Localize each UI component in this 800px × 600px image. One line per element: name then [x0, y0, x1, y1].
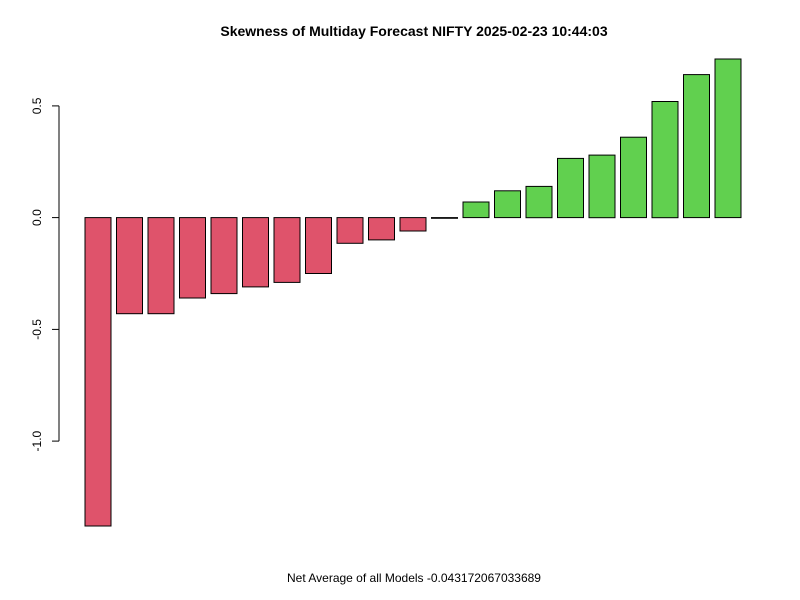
- y-tick-label: 0.5: [30, 97, 44, 114]
- bar: [399, 217, 427, 232]
- bar: [588, 154, 616, 219]
- bar: [242, 217, 269, 288]
- bar: [557, 157, 584, 219]
- x-axis-label: Net Average of all Models -0.04317206703…: [287, 571, 541, 585]
- bar: [273, 217, 301, 283]
- bar: [116, 217, 143, 315]
- bar: [651, 101, 679, 219]
- y-tick-label: -1.0: [30, 430, 44, 451]
- bar: [368, 217, 395, 241]
- bar: [179, 217, 206, 299]
- y-axis: -1.0 -0.5 0.0 0.5: [30, 97, 60, 451]
- bar: [336, 217, 364, 244]
- bar: [147, 217, 175, 315]
- bar: [431, 217, 458, 219]
- bar: [714, 58, 742, 219]
- bar: [620, 136, 647, 219]
- bar: [494, 190, 521, 219]
- bar: [84, 217, 112, 527]
- y-tick-label: 0.0: [30, 209, 44, 226]
- bar: [683, 74, 710, 219]
- bars-group: [84, 58, 742, 527]
- bar: [525, 185, 553, 219]
- bar: [462, 201, 490, 219]
- chart-title: Skewness of Multiday Forecast NIFTY 2025…: [220, 23, 607, 39]
- y-tick-label: -0.5: [30, 319, 44, 340]
- bar: [305, 217, 332, 275]
- bar: [210, 217, 238, 295]
